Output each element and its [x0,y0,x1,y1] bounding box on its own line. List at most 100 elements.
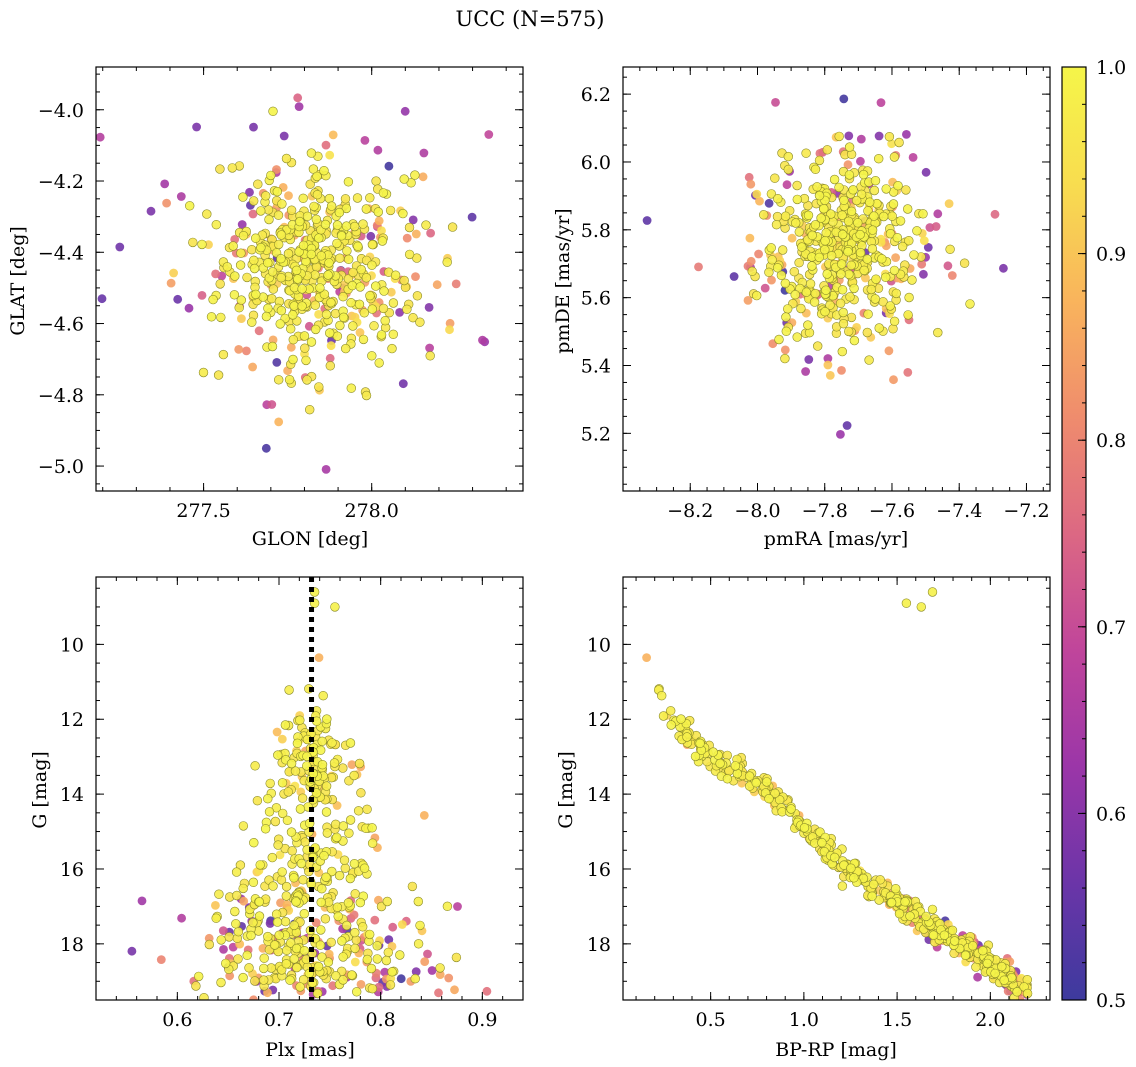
data-point [202,209,212,219]
data-point [315,283,325,293]
data-point [216,312,226,323]
data-point [329,758,340,768]
data-point [836,269,846,279]
data-point [286,938,296,948]
data-point [751,290,762,301]
data-point [361,204,371,214]
data-point [272,186,282,197]
data-point [425,351,435,361]
x-tick-label: 277.5 [176,500,230,522]
data-point [233,926,244,937]
data-point [918,209,928,219]
data-point [773,194,783,204]
data-point [849,283,859,294]
data-point [356,980,366,989]
data-point [372,954,382,964]
data-point [960,950,971,960]
data-point [862,254,872,264]
data-point [838,307,848,318]
data-point [425,343,434,353]
data-point [809,297,820,307]
data-point [708,747,718,757]
data-point [295,982,305,992]
data-point [317,952,327,962]
data-point [722,774,733,784]
data-point [851,195,862,206]
data-point [803,320,813,330]
x-tick-label: −7.6 [869,500,915,522]
data-point [453,902,462,911]
data-point [284,375,295,385]
data-point [247,317,257,327]
data-point [894,137,904,148]
data-point [222,262,233,272]
data-point [274,417,284,427]
data-point [326,937,336,947]
data-point [272,358,282,367]
data-point [323,957,334,967]
data-point [340,863,350,873]
colorbar-tick-label: 0.5 [1096,990,1126,1012]
data-point [912,226,922,236]
data-point [317,883,327,894]
data-point [314,653,324,662]
data-point [410,170,420,180]
axis-ticks [96,67,523,491]
data-point [801,367,810,376]
x-tick-label: −8.0 [734,500,780,522]
data-point [949,936,960,946]
data-point [928,930,939,940]
data-point [248,209,258,219]
data-point [402,233,412,243]
data-point [864,355,874,365]
data-point [837,346,847,357]
data-point [96,132,105,142]
data-point [764,267,774,277]
data-point [330,602,340,612]
data-point [319,289,330,299]
data-point [408,313,418,323]
data-point [812,341,823,351]
data-point [254,897,264,907]
data-point [294,247,304,257]
data-point [374,216,384,226]
data-point [892,233,902,243]
data-point [990,968,1000,979]
data-point [766,243,776,253]
data-point [341,221,352,231]
data-point [869,211,879,221]
y-tick-label: −4.4 [38,242,84,264]
axis-ticks [622,67,1050,491]
data-point [350,889,360,899]
data-point [283,248,294,259]
data-point [289,920,299,931]
data-point [825,300,835,310]
data-point [871,274,881,284]
data-point [333,911,343,922]
data-point [328,981,338,991]
data-point [325,328,335,338]
data-point [423,949,432,959]
data-point [923,243,933,252]
data-point [292,962,302,973]
data-point [822,269,832,279]
data-point [792,194,802,205]
data-point [352,193,363,203]
data-point [211,913,221,923]
data-point [484,130,494,139]
data-point [326,341,336,351]
data-point [801,287,812,297]
data-point [968,941,978,951]
data-point [215,164,225,174]
data-point [322,714,332,724]
data-point [325,353,335,363]
data-point [230,271,240,281]
data-point [864,197,875,207]
data-point [676,714,686,724]
data-point [424,303,434,312]
data-point [861,15,870,24]
data-point [280,916,291,927]
colorbar-tick-label: 1.0 [1096,57,1126,79]
data-point [305,405,315,415]
data-point [267,400,277,409]
